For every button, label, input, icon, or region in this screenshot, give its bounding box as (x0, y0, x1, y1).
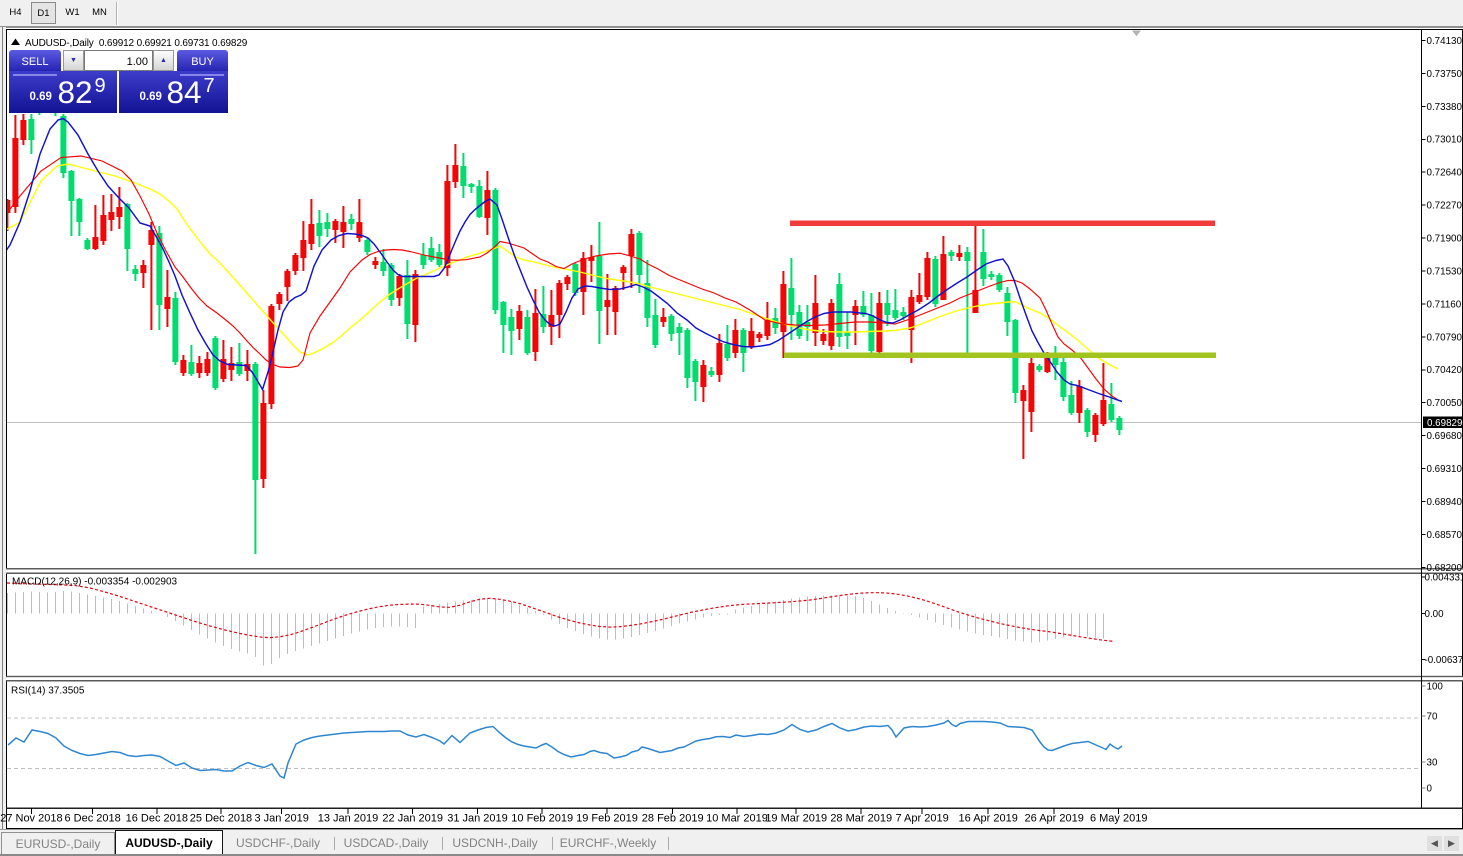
svg-text:0.70790: 0.70790 (1427, 332, 1463, 343)
svg-text:-0.006373: -0.006373 (1425, 655, 1463, 666)
svg-text:6 Dec 2018: 6 Dec 2018 (64, 813, 120, 825)
svg-text:30: 30 (1427, 757, 1438, 768)
svg-text:70: 70 (1427, 711, 1438, 722)
svg-text:0.004331: 0.004331 (1425, 572, 1463, 583)
svg-text:22 Jan 2019: 22 Jan 2019 (382, 813, 443, 825)
svg-text:0.73010: 0.73010 (1427, 135, 1463, 146)
svg-text:100: 100 (1427, 681, 1444, 692)
svg-text:7 Apr 2019: 7 Apr 2019 (895, 813, 948, 825)
svg-text:0: 0 (1427, 783, 1433, 794)
svg-text:0.68940: 0.68940 (1427, 497, 1463, 508)
svg-text:31 Jan 2019: 31 Jan 2019 (447, 813, 508, 825)
svg-text:0.69310: 0.69310 (1427, 464, 1463, 475)
svg-text:0.69680: 0.69680 (1427, 431, 1463, 442)
svg-text:0.70050: 0.70050 (1427, 398, 1463, 409)
svg-text:MACD(12,26,9) -0.003354 -0.002: MACD(12,26,9) -0.003354 -0.002903 (12, 577, 178, 588)
svg-text:6 May 2019: 6 May 2019 (1090, 813, 1147, 825)
svg-text:16 Apr 2019: 16 Apr 2019 (959, 813, 1018, 825)
svg-text:0.73380: 0.73380 (1427, 102, 1463, 113)
svg-text:0.71530: 0.71530 (1427, 266, 1463, 277)
svg-text:13 Jan 2019: 13 Jan 2019 (318, 813, 379, 825)
svg-text:16 Dec 2018: 16 Dec 2018 (126, 813, 188, 825)
svg-text:0.69829: 0.69829 (1427, 418, 1462, 429)
svg-text:0.71900: 0.71900 (1427, 234, 1463, 245)
svg-text:0.68200: 0.68200 (1427, 563, 1463, 574)
svg-text:0.72270: 0.72270 (1427, 201, 1463, 212)
svg-text:26 Apr 2019: 26 Apr 2019 (1025, 813, 1084, 825)
svg-text:RSI(14) 37.3505: RSI(14) 37.3505 (11, 686, 85, 697)
svg-text:3 Jan 2019: 3 Jan 2019 (254, 813, 308, 825)
svg-text:10 Mar 2019: 10 Mar 2019 (706, 813, 768, 825)
svg-text:0.71160: 0.71160 (1427, 299, 1462, 310)
svg-text:0.68570: 0.68570 (1427, 530, 1463, 541)
svg-text:AUDUSD-,Daily 0.69912 0.69921: AUDUSD-,Daily 0.69912 0.69921 0.69731 0.… (25, 38, 248, 49)
svg-text:0.72640: 0.72640 (1427, 168, 1463, 179)
svg-text:0.73750: 0.73750 (1427, 69, 1463, 80)
svg-text:0.70420: 0.70420 (1427, 365, 1463, 376)
svg-text:27 Nov 2018: 27 Nov 2018 (0, 813, 62, 825)
svg-text:10 Feb 2019: 10 Feb 2019 (511, 813, 573, 825)
svg-text:19 Feb 2019: 19 Feb 2019 (576, 813, 638, 825)
svg-text:28 Feb 2019: 28 Feb 2019 (642, 813, 704, 825)
svg-text:25 Dec 2018: 25 Dec 2018 (190, 813, 252, 825)
svg-text:28 Mar 2019: 28 Mar 2019 (830, 813, 892, 825)
svg-text:19 Mar 2019: 19 Mar 2019 (765, 813, 827, 825)
svg-text:0.00: 0.00 (1425, 609, 1445, 620)
svg-text:0.74130: 0.74130 (1427, 36, 1463, 47)
